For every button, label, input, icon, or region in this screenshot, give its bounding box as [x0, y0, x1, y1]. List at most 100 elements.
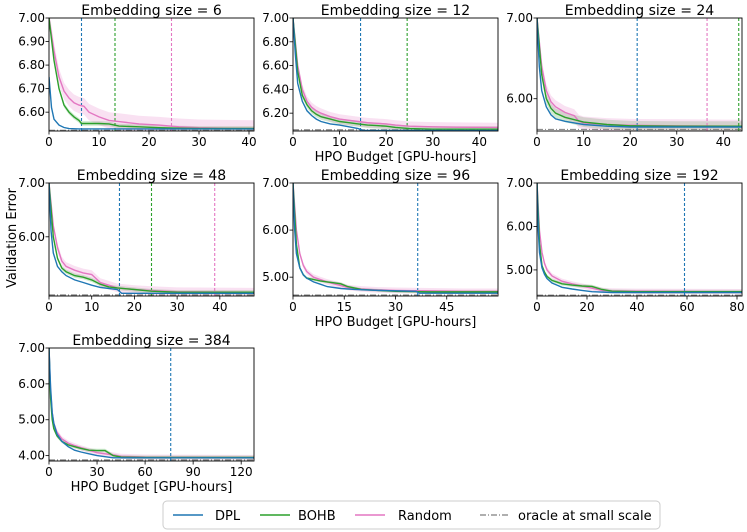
plot-area: [293, 18, 498, 131]
legend-item-random: Random: [355, 509, 452, 524]
legend-item-bohb: BOHB: [260, 509, 336, 524]
x-tick-label: 40: [472, 135, 487, 149]
axes-frame: [536, 182, 743, 297]
series-line-dpl: [49, 183, 254, 294]
x-tick-label: 30: [191, 135, 206, 149]
x-tick-label: 10: [576, 135, 591, 149]
y-tick-label: 7.00: [262, 176, 289, 190]
plot-content: [537, 18, 742, 131]
legend-label-dpl: DPL: [215, 509, 241, 524]
plot-content: [537, 183, 742, 296]
series-line-bohb: [49, 348, 254, 459]
plot-area: [49, 348, 254, 461]
y-tick-label: 7.00: [18, 176, 45, 190]
x-tick-label: 30: [669, 135, 684, 149]
chart-title: Embedding size = 192: [560, 168, 718, 184]
series-line-dpl: [537, 18, 742, 128]
plot-area: [537, 18, 742, 131]
x-tick-label: 0: [45, 465, 53, 479]
x-tick-label: 0: [289, 300, 297, 314]
x-tick-label: 0: [533, 300, 541, 314]
chart-panels: Embedding size = 6 0 10 20 30 40 6.60 6.70 6.80 6…: [18, 3, 744, 495]
x-tick-label: 60: [679, 300, 694, 314]
chart-panel-4: Embedding size = 48 0 10 20 30 40 6.00 7.00: [18, 168, 255, 314]
y-tick-label: 6.80: [262, 35, 289, 49]
plot-area: [537, 183, 742, 296]
chart-panel-7: Embedding size = 384 0 30 60 90 120 4.00 5.00 6.…: [18, 333, 255, 495]
band-random: [537, 18, 742, 131]
axes-frame: [292, 17, 499, 132]
series-line-random: [49, 18, 254, 130]
x-tick-label: 40: [241, 135, 256, 149]
chart-title: Embedding size = 6: [81, 3, 222, 19]
legend-box: [162, 500, 661, 530]
legend: DPL BOHB Random oracle at small scale: [162, 500, 661, 530]
y-axis-label: Validation Error: [5, 187, 20, 288]
x-tick-label: 0: [289, 135, 297, 149]
x-tick-label: 40: [716, 135, 731, 149]
chart-panel-6: Embedding size = 192 0 20 40 60 80 5.00 6.00 7.0…: [506, 168, 744, 314]
y-tick-label: 7.00: [18, 341, 45, 355]
chart-title: Embedding size = 12: [321, 3, 470, 19]
y-tick-label: 7.00: [262, 11, 289, 25]
plot-content: [293, 183, 498, 296]
y-tick-label: 6.00: [506, 219, 533, 233]
x-tick-label: 30: [388, 300, 403, 314]
x-tick-label: 15: [337, 300, 352, 314]
x-axis-label: HPO Budget [GPU-hours]: [315, 315, 477, 330]
x-tick-label: 0: [533, 135, 541, 149]
plot-content: [49, 18, 254, 131]
x-tick-label: 20: [623, 135, 638, 149]
axes-frame: [48, 17, 255, 132]
axes-frame: [536, 17, 743, 132]
y-tick-label: 5.00: [262, 270, 289, 284]
series-line-bohb: [293, 18, 498, 130]
plot-area: [49, 18, 254, 131]
chart-title: Embedding size = 384: [72, 333, 230, 349]
y-tick-label: 6.90: [18, 35, 45, 49]
series-line-bohb: [537, 183, 742, 293]
x-tick-label: 60: [137, 465, 152, 479]
x-tick-label: 30: [425, 135, 440, 149]
chart-title: Embedding size = 24: [565, 3, 715, 19]
x-tick-label: 10: [84, 300, 99, 314]
y-tick-label: 6.80: [18, 58, 45, 72]
x-tick-label: 90: [186, 465, 201, 479]
x-tick-label: 10: [91, 135, 106, 149]
plot-content: [293, 18, 498, 131]
axes-frame: [48, 182, 255, 297]
y-tick-label: 7.00: [506, 176, 533, 190]
x-tick-label: 20: [141, 135, 156, 149]
chart-panel-3: Embedding size = 24 0 10 20 30 40 6.00 7.00: [506, 3, 743, 149]
y-tick-label: 6.20: [262, 106, 289, 120]
legend-label-oracle: oracle at small scale: [518, 509, 652, 524]
y-tick-label: 6.40: [262, 82, 289, 96]
x-tick-label: 20: [579, 300, 594, 314]
x-tick-label: 30: [169, 300, 184, 314]
x-tick-label: 40: [629, 300, 644, 314]
plot-content: [49, 183, 254, 296]
y-tick-label: 4.00: [18, 449, 45, 463]
series-line-bohb: [49, 183, 254, 293]
legend-item-oracle: oracle at small scale: [480, 509, 652, 524]
x-tick-label: 80: [729, 300, 744, 314]
y-tick-label: 6.00: [506, 92, 533, 106]
chart-panel-5: Embedding size = 96 0 15 30 45 5.00 6.00 7.00 HP…: [262, 168, 499, 330]
x-tick-label: 40: [212, 300, 227, 314]
y-tick-label: 6.00: [262, 223, 289, 237]
series-line-dpl: [49, 348, 254, 459]
series-line-dpl: [293, 183, 498, 294]
y-tick-label: 5.00: [18, 413, 45, 427]
series-line-dpl: [537, 183, 742, 294]
y-tick-label: 6.60: [262, 59, 289, 73]
y-tick-label: 6.00: [18, 377, 45, 391]
y-tick-label: 5.00: [506, 263, 533, 277]
series-line-bohb: [49, 18, 254, 130]
y-tick-label: 7.00: [506, 11, 533, 25]
x-tick-label: 120: [230, 465, 253, 479]
y-tick-label: 6.00: [18, 230, 45, 244]
series-line-bohb: [537, 18, 742, 127]
legend-label-random: Random: [398, 509, 452, 524]
chart-title: Embedding size = 96: [321, 168, 471, 184]
